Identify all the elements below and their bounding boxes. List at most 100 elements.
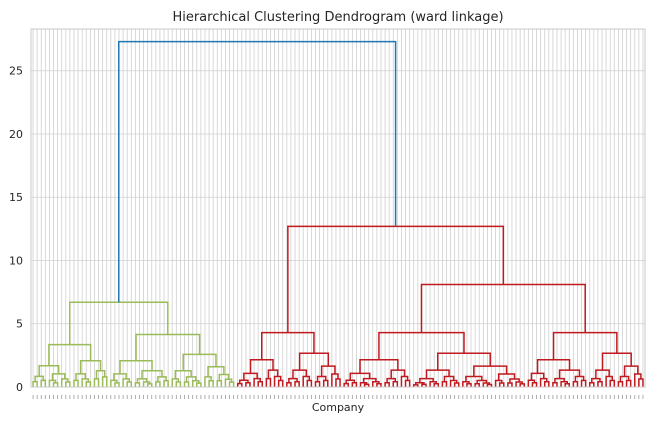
dendrogram-link — [384, 382, 390, 387]
dendrogram-link — [441, 381, 448, 387]
dendrogram-link — [174, 369, 192, 379]
dendrogram-link — [52, 382, 59, 387]
dendrogram-link — [343, 382, 349, 387]
dendrogram-link — [390, 369, 406, 379]
dendrogram-link — [419, 377, 434, 383]
dendrogram-link — [306, 379, 313, 387]
dendrogram-link — [298, 352, 330, 371]
dendrogram-link — [114, 382, 120, 387]
dendrogram-link — [420, 283, 586, 333]
dendrogram-link — [51, 373, 66, 381]
dendrogram-link — [208, 379, 214, 387]
dendrogram-link — [75, 373, 86, 381]
dendrogram-link — [182, 353, 217, 371]
dendrogram-link — [224, 378, 233, 387]
dendrogram-link — [564, 383, 571, 387]
dendrogram-link — [113, 373, 127, 381]
dendrogram-link — [286, 382, 292, 387]
dendrogram-link — [287, 225, 505, 333]
dendrogram-link — [48, 343, 92, 366]
dendrogram-link — [638, 378, 644, 387]
dendrogram-link — [494, 379, 503, 387]
dendrogram-link — [155, 381, 161, 387]
dendrogram-link — [277, 379, 284, 387]
dendrogram-link — [267, 369, 279, 379]
dendrogram-link — [65, 381, 71, 387]
dendrogram-link — [372, 381, 380, 387]
dendrogram-link — [175, 381, 182, 387]
dendrogram-link — [588, 382, 595, 387]
dendrogram-link — [429, 381, 437, 387]
dendrogram-link — [218, 373, 230, 381]
dendrogram-link — [421, 383, 427, 387]
dendrogram-root-link — [118, 40, 397, 303]
dendrogram-link — [122, 378, 130, 387]
dendrogram-link — [265, 377, 272, 387]
dendrogram-link — [519, 383, 525, 387]
y-tick-label: 5 — [16, 318, 23, 331]
dendrogram-link — [110, 379, 118, 387]
dendrogram-link — [134, 382, 141, 387]
plot-frame — [30, 28, 646, 388]
dendrogram-link — [292, 369, 308, 379]
dendrogram-link — [185, 376, 197, 382]
dendrogram-link — [294, 381, 300, 387]
dendrogram-link — [531, 382, 538, 387]
dendrogram-link — [574, 375, 585, 382]
x-axis-label: Company — [312, 401, 365, 414]
dendrogram-link — [316, 375, 327, 382]
dendrogram-link — [349, 372, 371, 381]
dendrogram-link — [320, 365, 336, 377]
dendrogram-link — [591, 377, 601, 383]
dendrogram-link — [530, 372, 545, 381]
dendrogram-link — [536, 359, 571, 374]
dendrogram-link — [498, 382, 505, 387]
dendrogram-link — [554, 377, 565, 383]
dendrogram-link — [453, 382, 460, 387]
dendrogram-link — [476, 379, 488, 384]
dendrogram-link — [345, 379, 356, 384]
dendrogram-link — [38, 365, 60, 377]
dendrogram-link — [359, 382, 368, 387]
dendrogram-link — [135, 333, 201, 361]
dendrogram-link — [465, 375, 483, 382]
dendrogram-link — [597, 381, 603, 387]
dendrogram-link — [415, 382, 425, 385]
dendrogram-link — [32, 380, 38, 387]
dendrogram-link — [69, 301, 169, 345]
dendrogram-link — [466, 383, 472, 387]
dendrogram-link — [580, 379, 587, 387]
dendrogram-link — [261, 331, 315, 360]
dendrogram-link — [335, 378, 341, 387]
dendrogram-link — [619, 375, 630, 382]
dendrogram-link — [482, 382, 491, 387]
dendrogram-link — [239, 379, 249, 384]
dendrogram-link — [404, 379, 411, 387]
dendrogram-link — [40, 379, 47, 387]
dendrogram-link — [486, 383, 493, 387]
dendrogram-link — [204, 376, 212, 387]
dendrogram-link — [376, 383, 382, 387]
dendrogram-link — [314, 381, 321, 387]
dendrogram-link — [443, 375, 455, 382]
dendrogram-link — [196, 382, 202, 387]
dendrogram-link — [85, 381, 92, 387]
dendrogram-link — [322, 379, 329, 387]
dendrogram-link — [60, 378, 69, 387]
dendrogram-link — [386, 377, 397, 383]
dendrogram-link — [136, 378, 148, 383]
y-tick-label: 20 — [9, 128, 23, 141]
dendrogram-link — [142, 381, 151, 387]
dendrogram-link — [509, 378, 520, 383]
dendrogram-link — [449, 379, 458, 387]
dendrogram-link — [249, 359, 274, 374]
dendrogram-link — [243, 372, 258, 381]
dendrogram-link — [331, 373, 339, 387]
dendrogram-link — [560, 381, 568, 387]
y-tick-label: 15 — [9, 191, 23, 204]
dendrogram-link — [363, 383, 370, 387]
dendrogram-link — [392, 381, 399, 387]
dendrogram-link — [572, 381, 579, 387]
dendrogram-link — [228, 381, 235, 387]
